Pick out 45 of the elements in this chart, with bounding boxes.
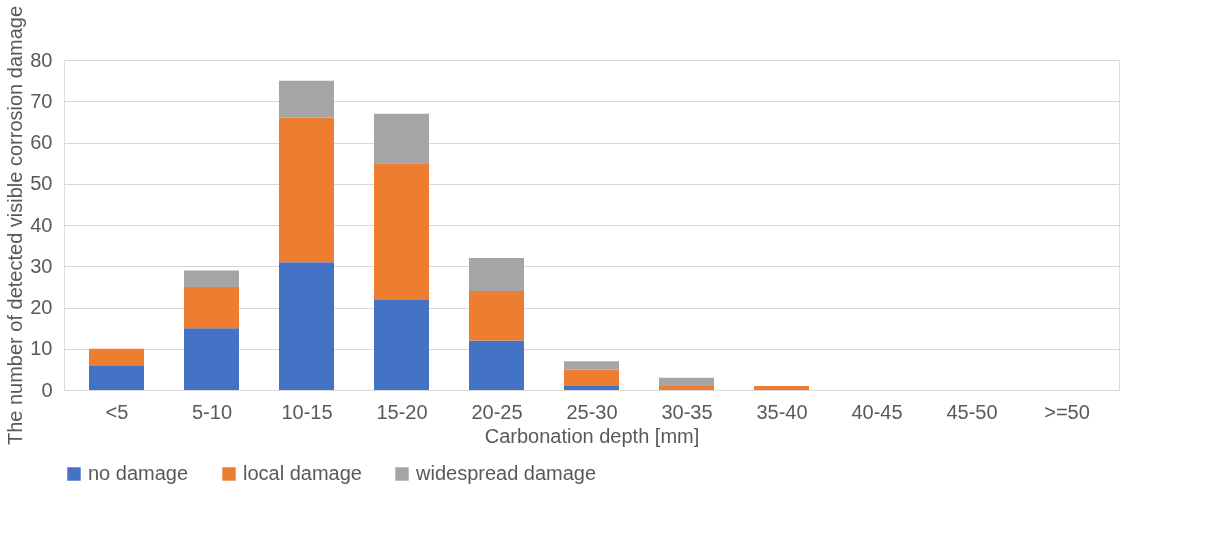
- y-tick-label: 20: [30, 296, 53, 318]
- x-tick-label: 15-20: [376, 400, 428, 423]
- bar: [279, 117, 334, 263]
- y-tick-label: 70: [30, 89, 53, 112]
- x-tick-label: 35-40: [756, 400, 808, 423]
- x-tick-label: 5-10: [191, 400, 233, 423]
- y-tick-label: 30: [30, 254, 53, 277]
- bar: [469, 258, 524, 291]
- y-tick-label: 40: [30, 213, 53, 236]
- x-axis-title: Carbonation depth [mm]: [484, 424, 700, 447]
- bar: [469, 340, 524, 390]
- y-tick-label: 10: [30, 337, 53, 360]
- x-tick-label: 45-50: [946, 400, 998, 423]
- bar: [374, 299, 429, 390]
- bar: [89, 348, 144, 366]
- x-tick-label: >=50: [1044, 400, 1090, 423]
- x-tick-label: 20-25: [471, 400, 523, 423]
- bar: [564, 361, 619, 370]
- bar: [374, 163, 429, 300]
- bar: [754, 385, 809, 390]
- legend-label: widespread damage: [415, 462, 597, 484]
- bar: [469, 291, 524, 341]
- y-tick-label: 60: [30, 131, 53, 153]
- x-tick-label: 10-15: [281, 400, 333, 423]
- bar: [659, 385, 714, 390]
- bar: [564, 385, 619, 390]
- bar: [184, 286, 239, 329]
- bar: [184, 328, 239, 390]
- y-tick-label: 0: [41, 378, 53, 401]
- x-tick-label: <5: [105, 400, 129, 423]
- bar: [564, 369, 619, 386]
- x-tick-label: 25-30: [566, 400, 618, 423]
- bar: [184, 270, 239, 287]
- x-tick-label: 30-35: [661, 400, 713, 423]
- legend-label: no damage: [88, 462, 189, 484]
- y-axis-title: The number of detected visible corrosion damage: [4, 5, 27, 446]
- y-tick-label: 50: [30, 172, 53, 195]
- x-tick-label: 40-45: [851, 400, 903, 423]
- y-tick-label: 80: [30, 48, 53, 71]
- legend-label: local damage: [243, 462, 362, 484]
- bar: [659, 377, 714, 386]
- bar: [374, 113, 429, 164]
- bar: [279, 80, 334, 118]
- bar: [89, 365, 144, 390]
- bar: [279, 262, 334, 390]
